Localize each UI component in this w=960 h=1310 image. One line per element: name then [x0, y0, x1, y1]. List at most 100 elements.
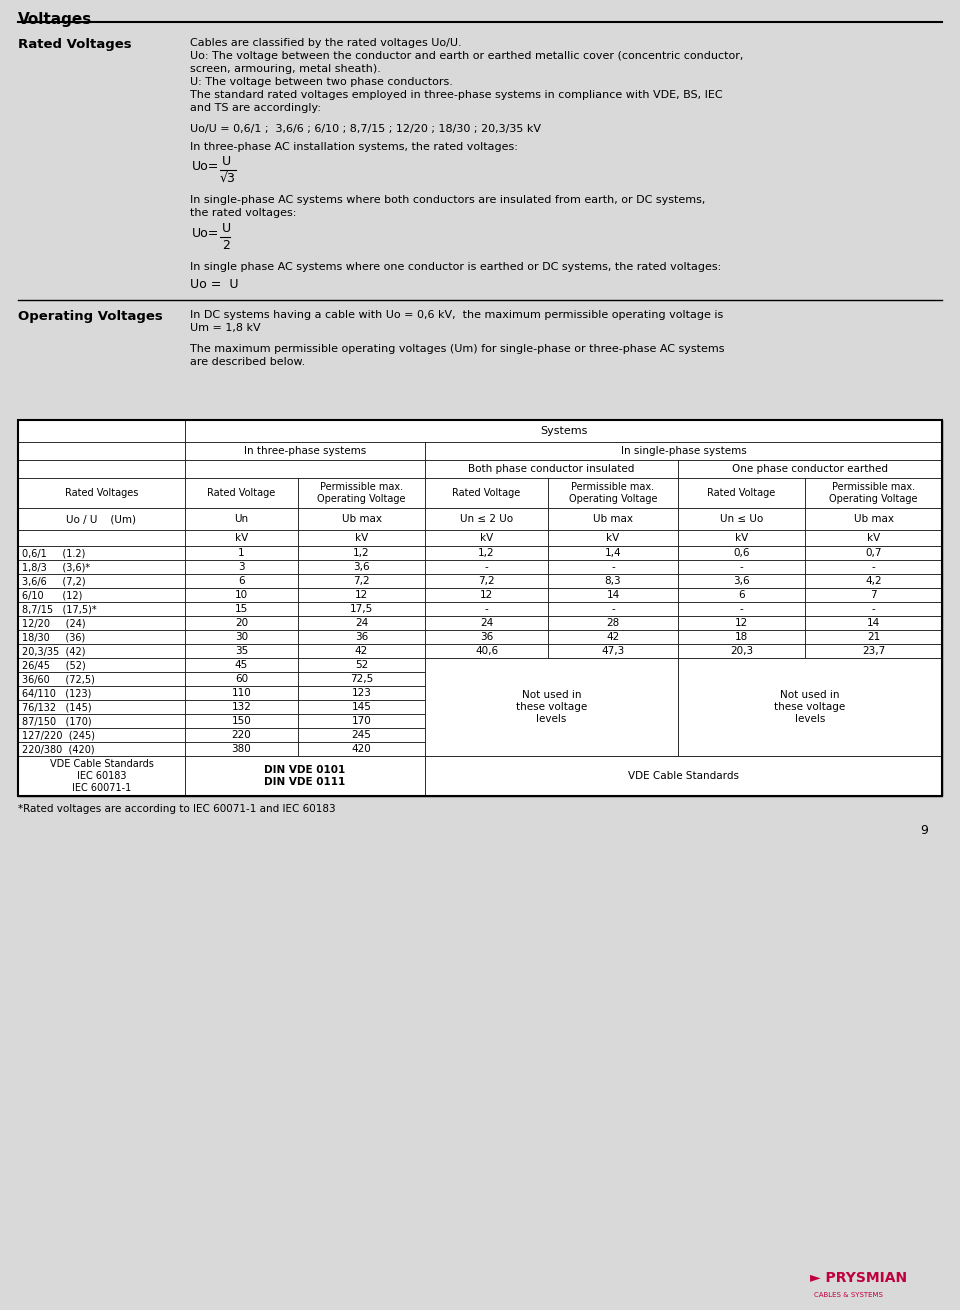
Text: 420: 420 — [351, 744, 372, 755]
Bar — [678, 686, 805, 700]
Text: kV: kV — [480, 533, 493, 544]
Text: In three-phase systems: In three-phase systems — [244, 445, 366, 456]
Text: In single phase AC systems where one conductor is earthed or DC systems, the rat: In single phase AC systems where one con… — [190, 262, 721, 272]
Bar — [548, 559, 678, 574]
Text: Uo / U    (Um): Uo / U (Um) — [66, 514, 136, 524]
Bar — [805, 672, 942, 686]
Bar — [548, 700, 678, 714]
Text: and TS are accordingly:: and TS are accordingly: — [190, 103, 321, 113]
Bar — [185, 531, 298, 546]
Bar — [298, 714, 425, 728]
Text: Ub max: Ub max — [342, 514, 381, 524]
Text: 18/30     (36): 18/30 (36) — [22, 631, 85, 642]
Bar — [678, 728, 805, 741]
Text: 12: 12 — [355, 590, 368, 600]
Text: -: - — [612, 604, 614, 614]
Text: Not used in
these voltage
levels: Not used in these voltage levels — [516, 690, 588, 723]
Text: Rated Voltages: Rated Voltages — [18, 38, 132, 51]
Bar — [185, 741, 298, 756]
Text: 24: 24 — [355, 618, 368, 627]
Bar — [18, 616, 185, 630]
Text: are described below.: are described below. — [190, 358, 305, 367]
Bar — [678, 460, 942, 478]
Text: 3,6: 3,6 — [733, 576, 750, 586]
Text: the rated voltages:: the rated voltages: — [190, 208, 297, 217]
Text: 15: 15 — [235, 604, 248, 614]
Text: Operating Voltages: Operating Voltages — [18, 310, 163, 324]
Bar — [18, 686, 185, 700]
Bar — [805, 645, 942, 658]
Text: 20: 20 — [235, 618, 248, 627]
Text: -: - — [739, 604, 743, 614]
Text: 76/132   (145): 76/132 (145) — [22, 702, 91, 713]
Bar — [548, 546, 678, 559]
Text: Un ≤ Uo: Un ≤ Uo — [720, 514, 763, 524]
Bar — [805, 546, 942, 559]
Bar — [805, 559, 942, 574]
Text: Permissible max.
Operating Voltage: Permissible max. Operating Voltage — [829, 482, 918, 504]
Text: 3,6/6     (7,2): 3,6/6 (7,2) — [22, 576, 85, 586]
Bar — [185, 559, 298, 574]
Text: 220/380  (420): 220/380 (420) — [22, 744, 95, 755]
Text: 3,6: 3,6 — [353, 562, 370, 572]
Text: U: U — [222, 221, 231, 234]
Text: 64/110   (123): 64/110 (123) — [22, 688, 91, 698]
Bar — [298, 574, 425, 588]
Bar — [18, 478, 185, 508]
Text: 20,3/35  (42): 20,3/35 (42) — [22, 646, 85, 656]
Bar — [548, 508, 678, 531]
Bar — [18, 588, 185, 603]
Text: Rated Voltages: Rated Voltages — [65, 489, 138, 498]
Bar — [805, 686, 942, 700]
Bar — [185, 603, 298, 616]
Text: VDE Cable Standards: VDE Cable Standards — [628, 772, 739, 781]
Text: ► PRYSMIAN: ► PRYSMIAN — [810, 1271, 907, 1285]
Text: 8,7/15   (17,5)*: 8,7/15 (17,5)* — [22, 604, 97, 614]
Text: 7: 7 — [870, 590, 876, 600]
Text: 28: 28 — [607, 618, 619, 627]
Bar — [18, 441, 185, 460]
Bar — [18, 574, 185, 588]
Bar — [678, 616, 805, 630]
Text: In single-phase AC systems where both conductors are insulated from earth, or DC: In single-phase AC systems where both co… — [190, 195, 706, 204]
Text: Ub max: Ub max — [593, 514, 633, 524]
Bar — [185, 421, 942, 441]
Text: 1,2: 1,2 — [353, 548, 370, 558]
Bar — [425, 460, 678, 478]
Bar — [548, 686, 678, 700]
Text: -: - — [485, 562, 489, 572]
Bar — [185, 546, 298, 559]
Bar — [18, 645, 185, 658]
Bar — [185, 672, 298, 686]
Bar — [805, 531, 942, 546]
Text: 21: 21 — [867, 631, 880, 642]
Text: Uo=: Uo= — [192, 227, 220, 240]
Text: 30: 30 — [235, 631, 248, 642]
Text: 127/220  (245): 127/220 (245) — [22, 730, 95, 740]
Text: Uo/U = 0,6/1 ;  3,6/6 ; 6/10 ; 8,7/15 ; 12/20 ; 18/30 ; 20,3/35 kV: Uo/U = 0,6/1 ; 3,6/6 ; 6/10 ; 8,7/15 ; 1… — [190, 124, 541, 134]
Text: 23,7: 23,7 — [862, 646, 885, 656]
Text: kV: kV — [734, 533, 748, 544]
Bar — [18, 421, 942, 796]
Text: One phase conductor earthed: One phase conductor earthed — [732, 464, 888, 474]
Bar — [185, 441, 425, 460]
Bar — [298, 686, 425, 700]
Text: Um = 1,8 kV: Um = 1,8 kV — [190, 324, 260, 333]
Text: Uo: The voltage between the conductor and earth or earthed metallic cover (conce: Uo: The voltage between the conductor an… — [190, 51, 743, 62]
Bar — [805, 603, 942, 616]
Text: 36: 36 — [480, 631, 493, 642]
Bar — [18, 756, 185, 796]
Bar — [18, 658, 185, 672]
Text: 40,6: 40,6 — [475, 646, 498, 656]
Bar — [678, 508, 805, 531]
Text: 12: 12 — [480, 590, 493, 600]
Bar — [185, 658, 298, 672]
Bar — [18, 460, 185, 478]
Text: In single-phase systems: In single-phase systems — [620, 445, 746, 456]
Text: Rated Voltage: Rated Voltage — [708, 489, 776, 498]
Text: 60: 60 — [235, 675, 248, 684]
Bar — [425, 728, 548, 741]
Bar — [425, 630, 548, 645]
Bar — [425, 531, 548, 546]
Bar — [298, 728, 425, 741]
